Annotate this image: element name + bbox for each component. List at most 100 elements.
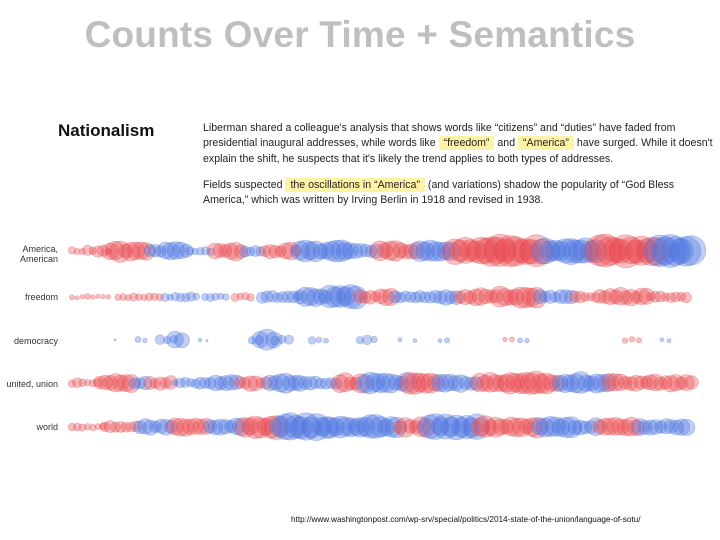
bubble-mark bbox=[265, 331, 283, 349]
bubble-mark bbox=[544, 239, 567, 262]
bubble-mark bbox=[631, 418, 649, 436]
bubble-mark bbox=[307, 336, 317, 345]
bubble-mark bbox=[103, 420, 117, 433]
bubble-mark bbox=[618, 290, 634, 305]
bubble-mark bbox=[665, 292, 676, 303]
description-paragraph-1: Liberman shared a colleague's analysis t… bbox=[203, 121, 713, 167]
bubble-mark bbox=[269, 415, 291, 438]
bubble-mark bbox=[217, 292, 224, 300]
bubble-mark bbox=[84, 379, 92, 387]
bubble-mark bbox=[578, 420, 593, 435]
bubble-mark bbox=[561, 374, 580, 393]
bubble-mark bbox=[281, 290, 295, 303]
bubble-mark bbox=[381, 373, 401, 394]
bubble-mark bbox=[330, 374, 350, 393]
bubble-mark bbox=[482, 419, 499, 436]
bubble-mark bbox=[377, 418, 395, 437]
paragraph-1-line-2: presidential inaugural addresses, while … bbox=[203, 136, 713, 151]
bubble-mark bbox=[132, 241, 151, 260]
bubble-mark bbox=[105, 241, 125, 261]
bubble-mark bbox=[431, 374, 449, 392]
bubble-mark bbox=[69, 294, 75, 301]
bubble-mark bbox=[315, 378, 327, 390]
bubble-mark bbox=[473, 237, 500, 264]
bubble-mark bbox=[553, 238, 579, 264]
bubble-mark bbox=[247, 375, 264, 391]
bubble-mark bbox=[370, 335, 378, 343]
bubble-mark bbox=[350, 373, 371, 394]
bubble-mark bbox=[72, 422, 82, 432]
bubble-mark bbox=[590, 292, 601, 303]
bubble-mark bbox=[118, 243, 133, 259]
source-url[interactable]: http://www.washingtonpost.com/wp-srv/spe… bbox=[291, 515, 641, 524]
bubble-mark bbox=[290, 240, 310, 261]
bubble-mark bbox=[449, 290, 464, 305]
bubble-mark bbox=[484, 289, 498, 304]
paragraph-1-line-3: explain the shift, he suspects that it's… bbox=[203, 152, 698, 167]
bubble-mark bbox=[467, 288, 485, 307]
row-label-line: world bbox=[36, 422, 58, 432]
bubble-mark bbox=[417, 414, 443, 439]
bubble-mark bbox=[388, 290, 402, 304]
row-label-world: world bbox=[0, 422, 58, 432]
bubble-mark bbox=[349, 417, 371, 438]
bubble-mark bbox=[611, 373, 629, 391]
bubble-mark bbox=[239, 245, 251, 258]
bubble-mark bbox=[447, 375, 464, 392]
bubble-mark bbox=[459, 239, 482, 262]
bubble-mark bbox=[502, 336, 508, 343]
bubble-mark bbox=[218, 243, 233, 258]
bubble-mark bbox=[261, 374, 278, 391]
bubble-mark bbox=[186, 378, 196, 388]
bubble-mark bbox=[370, 416, 392, 438]
bubble-mark bbox=[409, 240, 431, 262]
bubble-mark bbox=[419, 291, 431, 303]
bubble-mark bbox=[415, 241, 435, 261]
bubble-mark bbox=[441, 373, 459, 391]
bubble-mark bbox=[572, 237, 599, 264]
bubble-mark bbox=[396, 372, 417, 393]
bubble-mark bbox=[408, 419, 423, 434]
bubble-mark bbox=[494, 235, 527, 267]
bubble-mark bbox=[511, 417, 532, 437]
bubble-mark bbox=[437, 338, 443, 344]
bubble-mark bbox=[206, 247, 215, 256]
bubble-mark bbox=[457, 289, 474, 305]
bubble-mark bbox=[509, 336, 515, 343]
bubble-mark bbox=[97, 244, 110, 257]
bubble-mark bbox=[291, 375, 309, 392]
bubble-mark bbox=[166, 330, 184, 349]
bubble-mark bbox=[684, 375, 699, 390]
bubble-mark bbox=[185, 246, 195, 256]
bubble-mark bbox=[129, 292, 138, 302]
bubble-mark bbox=[182, 418, 199, 435]
paragraph-2-line-1: Fields suspected the oscillations in “Am… bbox=[203, 178, 698, 193]
bubble-mark bbox=[662, 375, 680, 393]
bubble-mark bbox=[355, 374, 375, 394]
bubble-mark bbox=[642, 374, 658, 391]
bubble-mark bbox=[636, 337, 642, 344]
bubble-mark bbox=[612, 418, 630, 436]
bubble-mark bbox=[157, 241, 175, 259]
bubble-mark bbox=[422, 413, 449, 440]
paragraph-2-line-2: America,” which was written by Irving Be… bbox=[203, 193, 698, 208]
bubble-mark bbox=[68, 246, 77, 255]
row-label-america: America, American bbox=[0, 244, 58, 264]
bubble-mark bbox=[518, 239, 544, 265]
bubble-mark bbox=[284, 334, 294, 345]
bubble-mark bbox=[349, 377, 363, 391]
text-run: explain the shift, he suspects that it's… bbox=[203, 152, 614, 165]
bubble-mark bbox=[325, 239, 348, 263]
bubble-mark bbox=[197, 418, 215, 435]
bubble-mark bbox=[410, 291, 422, 304]
text-run: America,” which was written by Irving Be… bbox=[203, 194, 544, 207]
bubble-mark bbox=[243, 415, 267, 439]
slide-title: Counts Over Time + Semantics bbox=[84, 14, 636, 55]
bubble-mark bbox=[298, 376, 312, 390]
bubble-mark bbox=[368, 243, 384, 259]
bubble-mark bbox=[319, 416, 341, 439]
bubble-mark bbox=[323, 337, 329, 344]
bubble-mark bbox=[190, 378, 201, 389]
bubble-mark bbox=[388, 374, 405, 391]
